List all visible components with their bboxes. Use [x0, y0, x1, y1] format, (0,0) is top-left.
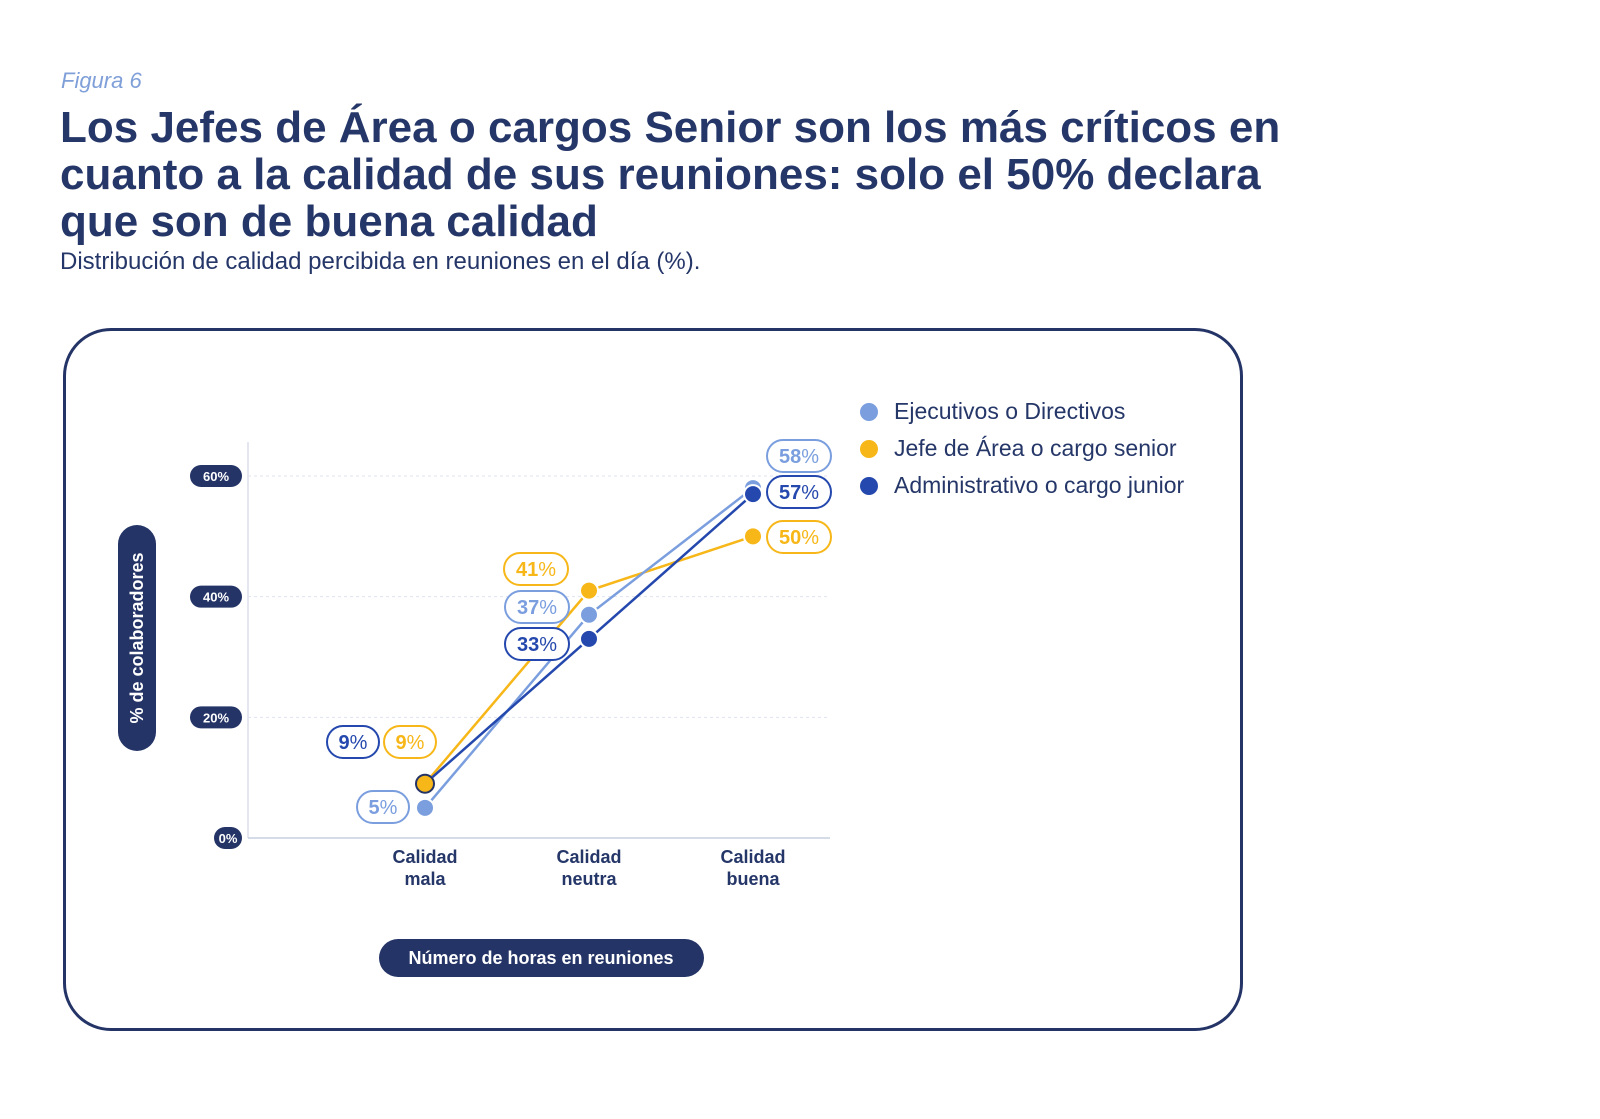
value-number: 33: [517, 634, 539, 656]
legend-label: Jefe de Área o cargo senior: [894, 435, 1177, 461]
value-label: 5%: [369, 797, 398, 819]
data-point: [415, 773, 435, 794]
value-label: 57%: [779, 482, 819, 504]
value-suffix: %: [801, 527, 819, 549]
value-number: 37: [517, 597, 539, 619]
value-suffix: %: [538, 559, 556, 581]
x-tick-label: Calidad: [720, 847, 785, 867]
value-suffix: %: [407, 732, 425, 754]
x-tick-label: mala: [404, 869, 446, 889]
value-label-pill: [503, 552, 569, 586]
x-tick-label: neutra: [561, 869, 617, 889]
value-number: 9: [396, 732, 407, 754]
value-suffix: %: [380, 797, 398, 819]
legend-item-jefe-area: Jefe de Área o cargo senior: [860, 430, 1184, 467]
y-tick-pill: [190, 585, 242, 608]
value-label-pill: [504, 627, 570, 661]
chart-subtitle: Distribución de calidad percibida en reu…: [60, 248, 701, 275]
legend-item-administrativo: Administrativo o cargo junior: [860, 467, 1184, 504]
value-label: 41%: [516, 559, 556, 581]
chart-legend: Ejecutivos o Directivos Jefe de Área o c…: [860, 393, 1184, 504]
data-point: [579, 580, 599, 601]
value-suffix: %: [801, 446, 819, 468]
value-label: 9%: [339, 732, 368, 754]
y-axis-title-pill: [118, 525, 156, 751]
value-label-pill: [766, 520, 832, 554]
value-label: 58%: [779, 446, 819, 468]
legend-label: Ejecutivos o Directivos: [894, 398, 1126, 424]
x-axis-title-pill: [379, 939, 704, 977]
value-number: 58: [779, 446, 801, 468]
value-suffix: %: [801, 482, 819, 504]
data-point: [415, 797, 435, 818]
data-point: [579, 628, 599, 649]
legend-dot-icon: [860, 476, 878, 495]
value-number: 9: [339, 732, 350, 754]
value-number: 50: [779, 527, 801, 549]
chart-card: [63, 328, 1243, 1031]
y-tick-pill: [214, 827, 242, 849]
y-tick-label: 0%: [219, 831, 238, 846]
value-label: 9%: [396, 732, 425, 754]
value-label: 33%: [517, 634, 557, 656]
value-suffix: %: [350, 732, 368, 754]
value-label-pill: [356, 790, 410, 824]
y-tick-label: 20%: [203, 710, 229, 725]
legend-dot-icon: [860, 402, 878, 421]
value-label-pill: [326, 725, 380, 759]
value-number: 57: [779, 482, 801, 504]
value-label: 37%: [517, 597, 557, 619]
series-line: [424, 535, 754, 785]
x-tick-label: Calidad: [556, 847, 621, 867]
value-label-pill: [504, 590, 570, 624]
y-tick-pill: [190, 706, 242, 729]
x-axis-title: Número de horas en reuniones: [408, 948, 673, 968]
legend-label: Administrativo o cargo junior: [894, 472, 1185, 498]
data-point: [743, 484, 763, 505]
y-axis-title: % de colaboradores: [127, 552, 147, 723]
figure-label: Figura 6: [61, 68, 142, 93]
chart-title: Los Jefes de Área o cargos Senior son lo…: [60, 103, 1281, 246]
data-point: [743, 526, 763, 547]
data-point: [579, 604, 599, 625]
y-tick-label: 60%: [203, 469, 229, 484]
x-tick-label: Calidad: [392, 847, 457, 867]
value-number: 41: [516, 559, 538, 581]
x-tick-label: buena: [726, 869, 780, 889]
y-tick-pill: [190, 465, 242, 487]
value-label-pill: [383, 725, 437, 759]
value-number: 5: [369, 797, 380, 819]
value-label-pill: [766, 439, 832, 473]
value-suffix: %: [539, 634, 557, 656]
value-suffix: %: [539, 597, 557, 619]
legend-dot-icon: [860, 439, 878, 458]
value-label-pill: [766, 475, 832, 509]
legend-item-ejecutivos: Ejecutivos o Directivos: [860, 393, 1184, 430]
value-label: 50%: [779, 527, 819, 549]
y-tick-label: 40%: [203, 590, 229, 605]
